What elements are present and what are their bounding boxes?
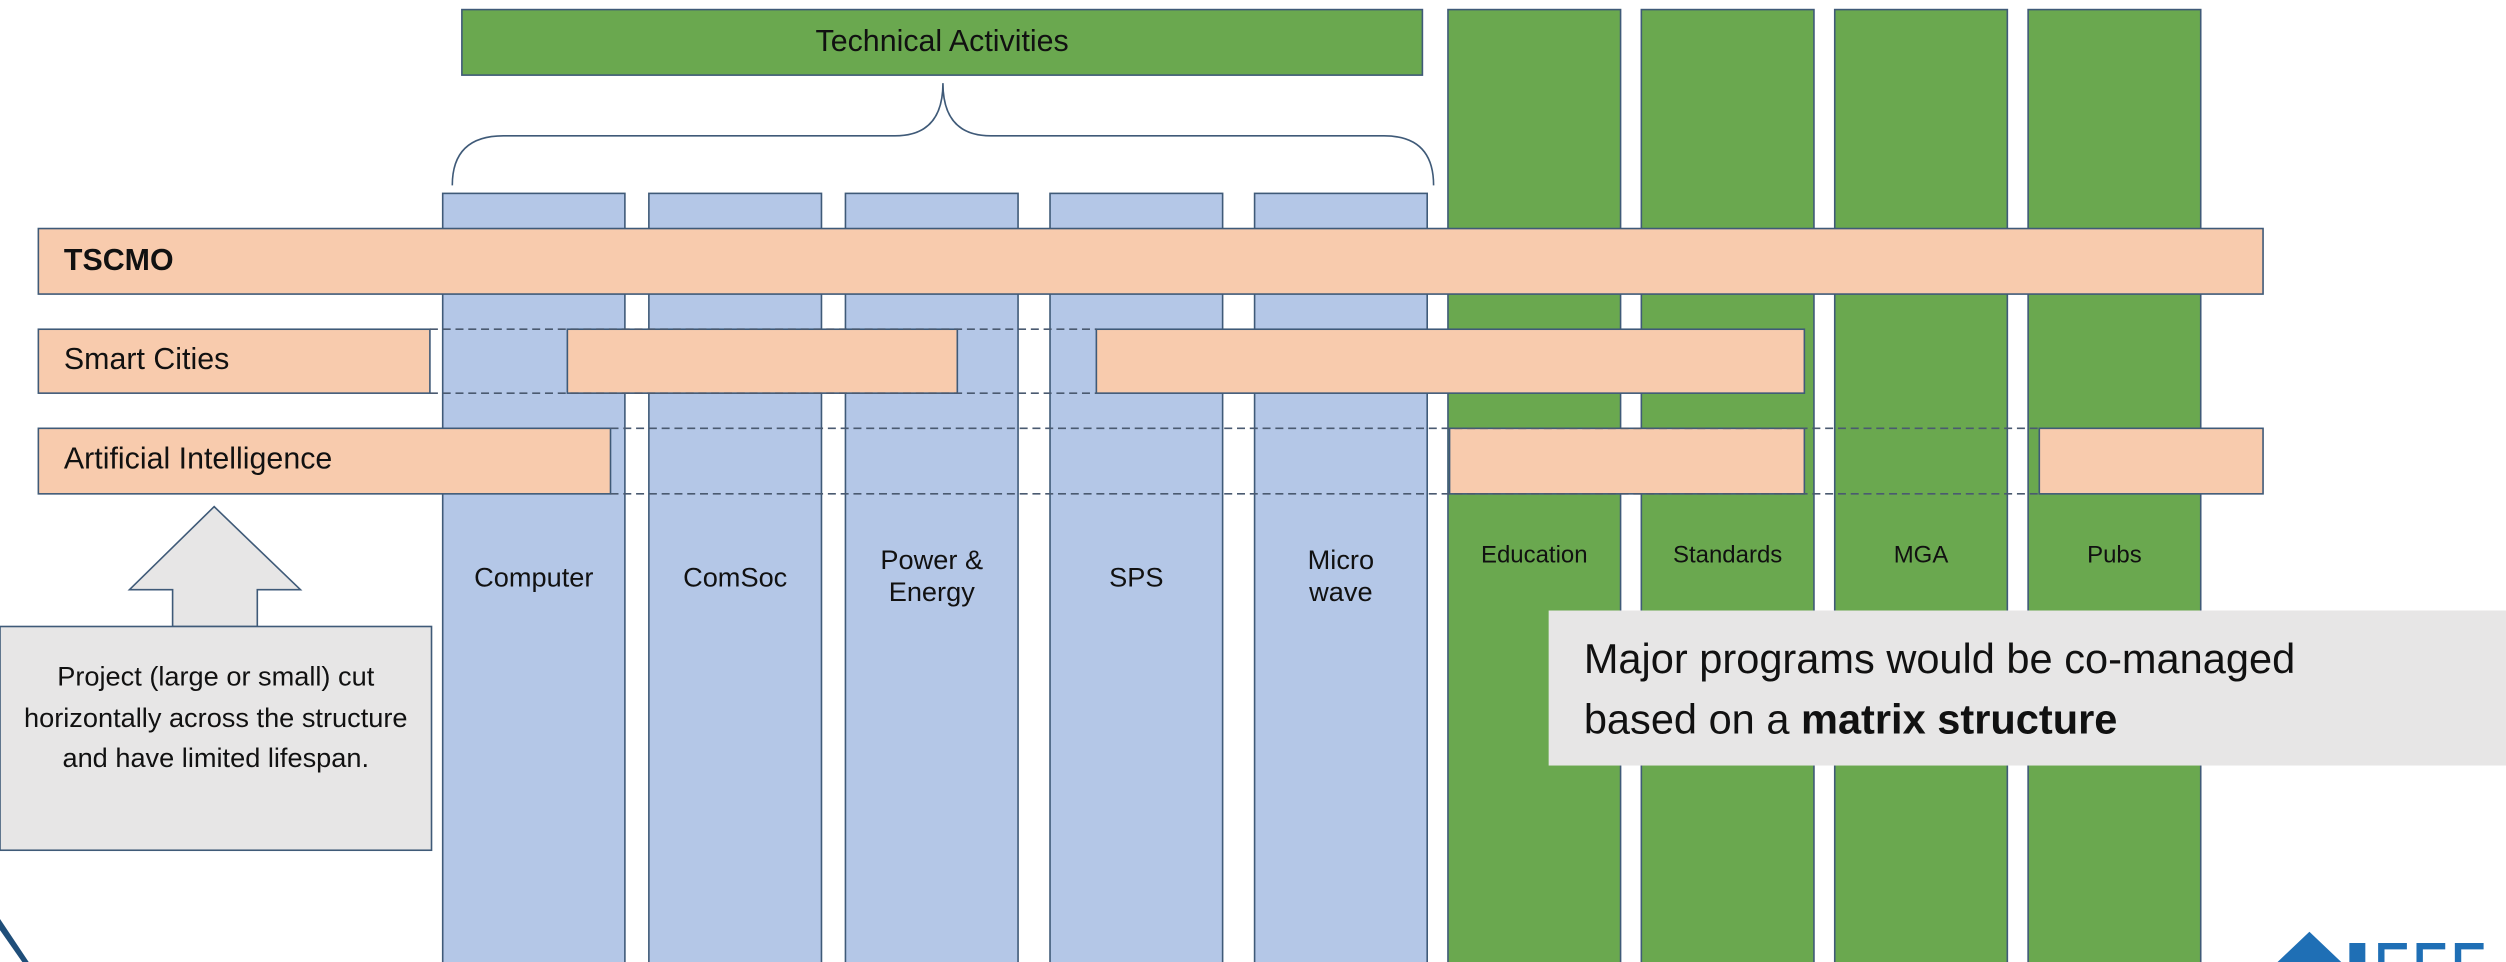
logo-fragment — [2277, 931, 2484, 962]
column — [1253, 192, 1428, 962]
callout-text: Project (large or small) cut horizontall… — [23, 661, 408, 774]
column — [1833, 8, 2009, 962]
column-label: Education — [1480, 541, 1588, 569]
row-bar — [566, 328, 959, 394]
row-bar — [37, 227, 2264, 295]
callout-text-part: Major programs would be co-managed based… — [1583, 634, 2296, 743]
column-label: Micro wave — [1307, 544, 1375, 608]
column-label: MGA — [1893, 541, 1949, 569]
row-label: Artificial Intelligence — [63, 442, 333, 477]
column-label: Computer — [474, 562, 594, 593]
callout-box — [1548, 610, 2506, 766]
column — [648, 192, 823, 962]
column — [844, 192, 1019, 962]
row-bar — [37, 328, 431, 394]
header-box — [461, 8, 1424, 76]
column-label: Pubs — [2087, 541, 2142, 569]
column-label: SPS — [1109, 562, 1164, 593]
column-label: ComSoc — [683, 562, 788, 593]
row-bar — [37, 427, 612, 495]
row-bar — [1448, 427, 1806, 495]
row-bar — [1095, 328, 1806, 394]
callout-bold: matrix structure — [1800, 694, 2118, 743]
column — [1049, 192, 1224, 962]
brace — [451, 83, 1435, 186]
column-label: Power & Energy — [880, 544, 984, 608]
logo-fragment — [0, 918, 29, 962]
row-label: TSCMO — [63, 244, 174, 279]
column — [441, 192, 626, 962]
row-label: Smart Cities — [63, 343, 230, 378]
column-label: Standards — [1672, 541, 1783, 569]
callout-text: Major programs would be co-managed based… — [1584, 630, 2415, 750]
header-title: Technical Activities — [815, 25, 1069, 60]
row-bar — [2038, 427, 2264, 495]
arrow — [127, 505, 303, 628]
callout-box — [0, 625, 433, 852]
